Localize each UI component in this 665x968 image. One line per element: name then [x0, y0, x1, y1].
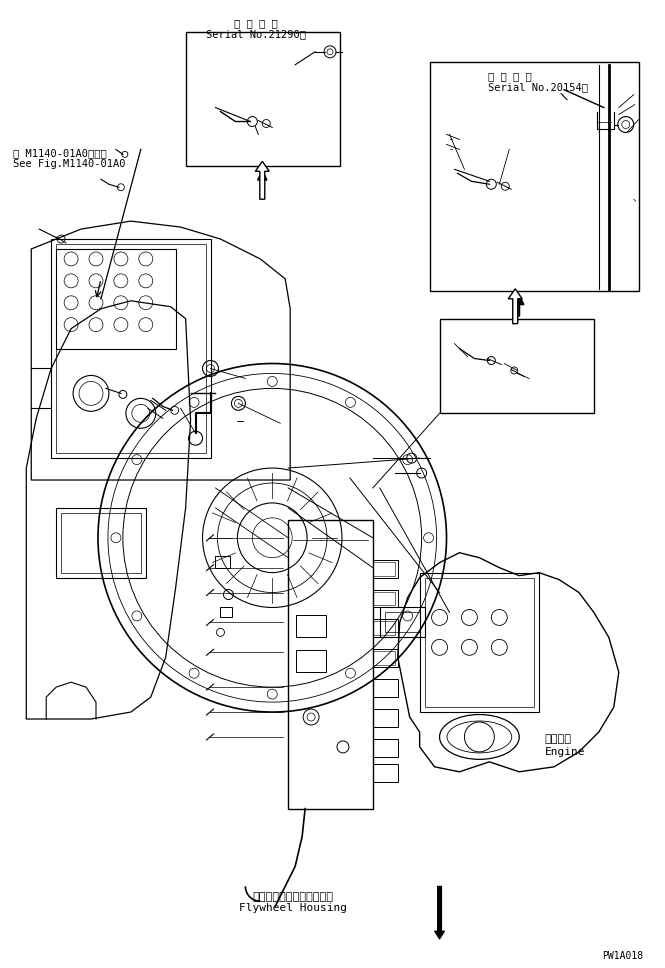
Text: Flywheel Housing: Flywheel Housing — [239, 903, 346, 913]
Bar — [380, 608, 425, 637]
Text: 第 M1140-01A0図参照: 第 M1140-01A0図参照 — [13, 148, 107, 159]
Bar — [430, 62, 638, 290]
Text: フライホイールハウジング: フライホイールハウジング — [252, 892, 333, 901]
FancyArrow shape — [255, 162, 269, 199]
Text: PW1A018: PW1A018 — [602, 952, 644, 961]
Bar — [373, 560, 398, 578]
FancyArrow shape — [508, 288, 522, 323]
Text: 適 用 号 機: 適 用 号 機 — [488, 72, 532, 81]
Bar — [215, 556, 231, 567]
Bar — [288, 520, 373, 808]
Bar — [61, 513, 141, 573]
Bar — [440, 318, 594, 413]
Bar — [373, 764, 398, 782]
Text: エンジン: エンジン — [545, 735, 571, 744]
Bar — [373, 590, 398, 608]
Text: Serial No.20154～: Serial No.20154～ — [488, 82, 588, 92]
Bar — [373, 739, 398, 757]
Bar — [373, 591, 395, 606]
Text: −: − — [235, 417, 245, 427]
Bar — [373, 651, 395, 665]
FancyArrow shape — [434, 887, 444, 939]
Text: Engine: Engine — [545, 747, 585, 757]
Bar — [56, 508, 146, 578]
Bar — [186, 32, 340, 166]
Text: 適 用 号 機: 適 用 号 機 — [235, 18, 278, 28]
Bar — [296, 650, 326, 672]
Bar — [373, 561, 395, 576]
Text: Serial No.21290～: Serial No.21290～ — [206, 29, 307, 39]
Text: See Fig.M1140-01A0: See Fig.M1140-01A0 — [13, 159, 126, 169]
Bar — [373, 709, 398, 727]
Bar — [373, 650, 398, 667]
Bar — [221, 608, 233, 618]
Bar — [56, 249, 176, 348]
Bar — [373, 680, 398, 697]
Bar — [425, 578, 534, 707]
Bar — [56, 244, 205, 453]
Bar — [296, 616, 326, 637]
Bar — [51, 239, 211, 458]
Bar — [373, 620, 398, 637]
Bar — [420, 573, 539, 712]
Bar — [385, 613, 420, 632]
Bar — [373, 621, 395, 635]
